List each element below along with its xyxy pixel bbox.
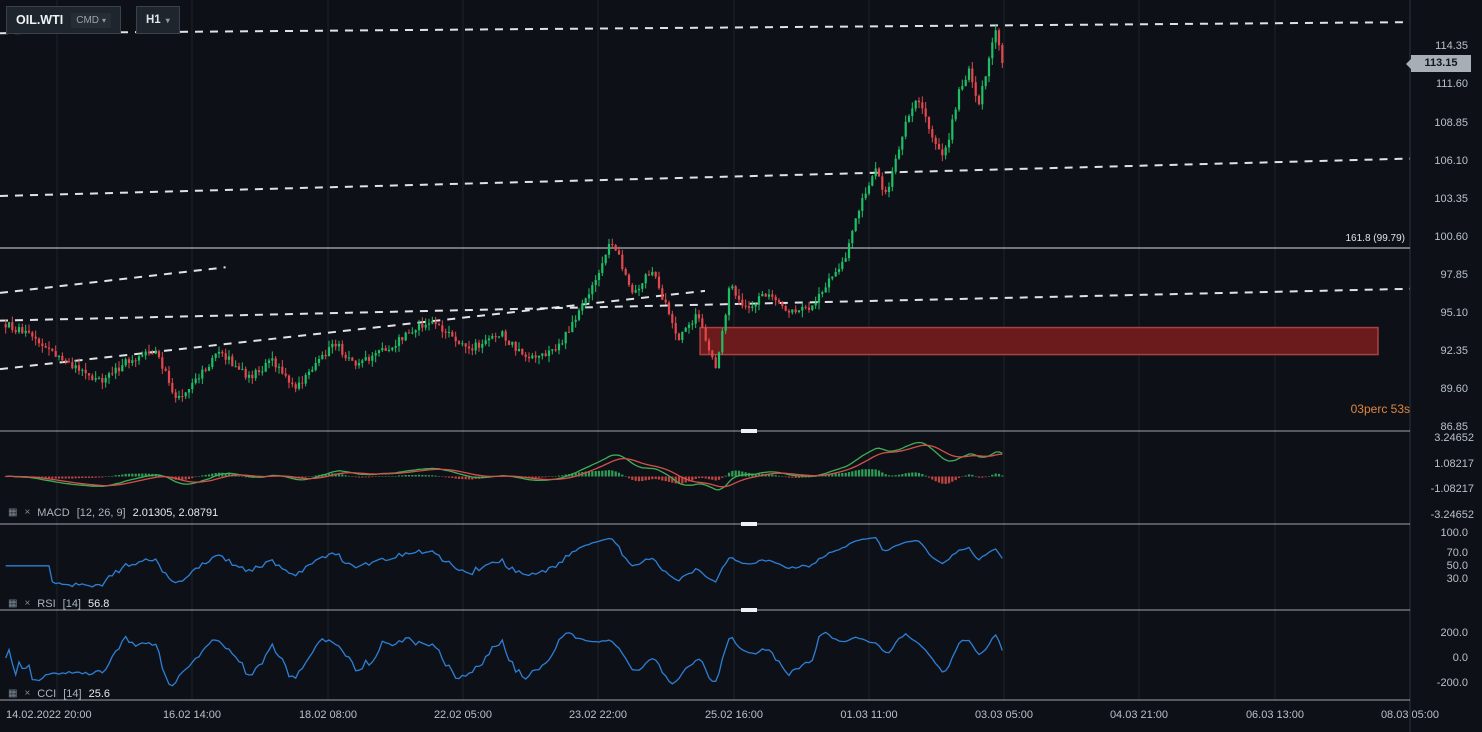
time-axis-label: 25.02 16:00	[704, 709, 764, 721]
macd-params: [12, 26, 9]	[76, 506, 126, 519]
rsi-values: 56.8	[88, 597, 110, 610]
chevron-down-icon: ▾	[102, 15, 107, 25]
cci-panel	[5, 631, 1003, 687]
market-badge-label: CMD	[76, 14, 99, 26]
time-axis-label: 01.03 11:00	[840, 709, 898, 721]
rsi-name: RSI	[37, 597, 56, 610]
current-price-tag: 113.15	[1411, 55, 1471, 73]
market-dropdown[interactable]: CMD ▾	[71, 12, 112, 28]
rsi-params: [14]	[62, 597, 81, 610]
trendlines[interactable]	[0, 21, 1411, 371]
rsi-close-icon[interactable]: ×	[24, 597, 31, 609]
time-axis-label: 14.02.2022 20:00	[6, 709, 92, 721]
fib-level-label: 161.8 (99.79)	[1345, 233, 1406, 244]
panel-separators[interactable]	[0, 429, 1410, 701]
macd-name: MACD	[37, 506, 70, 519]
time-axis-label: 23.02 22:00	[568, 709, 628, 721]
time-axis-label: 06.03 13:00	[1245, 709, 1305, 721]
rsi-label-row: ▦ × RSI [14] 56.8	[8, 597, 109, 610]
price-axis-label: 106.10	[1434, 154, 1468, 167]
panel-resize-handle[interactable]	[741, 429, 757, 433]
price-axis-label: 92.35	[1440, 345, 1468, 358]
cci-scale-label: 0.0	[1452, 652, 1468, 664]
rsi-scale-label: 30.0	[1446, 572, 1468, 585]
candlestick-series	[4, 25, 1004, 403]
price-axis-label: 111.60	[1435, 78, 1468, 91]
time-axis-label: 04.03 21:00	[1109, 709, 1169, 721]
macd-scale-label: -1.08217	[1430, 483, 1474, 496]
current-price-value: 113.15	[1424, 57, 1458, 70]
symbol-selector[interactable]: OIL.WTI CMD ▾	[6, 6, 122, 34]
price-axis-label: 114.35	[1435, 40, 1468, 53]
rsi-scale-label: 50.0	[1446, 559, 1468, 572]
timeframe-label: H1	[146, 14, 161, 26]
price-axis-label: 86.85	[1440, 421, 1468, 434]
cci-scale-label: 200.0	[1440, 627, 1468, 639]
price-axis-label: 97.85	[1440, 268, 1468, 281]
cci-label-row: ▦ × CCI [14] 25.6	[8, 687, 110, 700]
cci-settings-icon[interactable]: ▦	[8, 687, 18, 699]
rsi-scale-label: 70.0	[1446, 546, 1468, 559]
macd-scale-label: -3.24652	[1430, 509, 1474, 522]
macd-panel	[4, 441, 1004, 491]
time-axis-label: 16.02 14:00	[162, 709, 222, 721]
macd-close-icon[interactable]: ×	[24, 506, 31, 518]
rsi-panel	[5, 536, 1003, 588]
supply-zone	[699, 326, 1379, 356]
chevron-down-icon: ▾	[165, 15, 170, 25]
cci-scale-label: -200.0	[1436, 677, 1468, 689]
time-axis-label: 03.03 05:00	[974, 709, 1034, 721]
price-axis-label: 108.85	[1434, 116, 1468, 129]
price-axis-label: 89.60	[1440, 383, 1468, 396]
cci-params: [14]	[63, 687, 82, 700]
time-axis-label: 08.03 05:00	[1380, 709, 1440, 721]
candle-countdown: 03perc 53s	[1350, 402, 1410, 416]
panel-resize-handle[interactable]	[741, 608, 757, 612]
macd-label-row: ▦ × MACD [12, 26, 9] 2.01305, 2.08791	[8, 506, 218, 519]
macd-scale-label: 1.08217	[1434, 457, 1474, 470]
price-axis-label: 103.35	[1434, 192, 1468, 205]
time-axis-label: 18.02 08:00	[298, 709, 358, 721]
symbol-label: OIL.WTI	[16, 13, 64, 27]
cci-values: 25.6	[88, 687, 111, 700]
price-axis-label: 100.60	[1434, 230, 1468, 243]
price-axis-label: 95.10	[1440, 307, 1468, 319]
macd-values: 2.01305, 2.08791	[132, 506, 219, 519]
timeframe-selector[interactable]: H1 ▾	[136, 6, 180, 34]
panel-resize-handle[interactable]	[741, 522, 757, 526]
macd-settings-icon[interactable]: ▦	[8, 506, 18, 518]
rsi-scale-label: 100.0	[1440, 527, 1468, 539]
cci-name: CCI	[37, 687, 57, 700]
cci-close-icon[interactable]: ×	[24, 687, 31, 699]
time-axis-label: 22.02 05:00	[433, 709, 493, 721]
macd-scale-label: 3.24652	[1434, 431, 1474, 444]
rsi-settings-icon[interactable]: ▦	[8, 597, 18, 609]
